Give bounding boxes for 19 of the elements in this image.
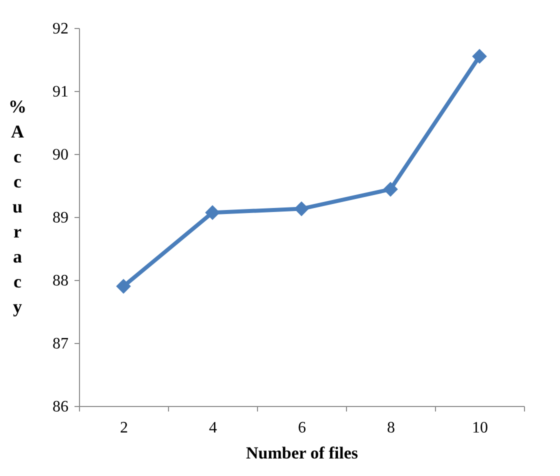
x-tick-label: 8 [387, 420, 395, 436]
point [294, 201, 309, 216]
y-tick-label: 88 [52, 272, 68, 290]
x-tick-label: 4 [209, 420, 217, 436]
y-tick-label: 90 [52, 146, 68, 164]
y-tick-label: 89 [52, 210, 68, 226]
y-tick-label: 91 [52, 84, 68, 100]
y-tick-label: 86 [52, 398, 68, 416]
x-tick-label: 6 [298, 420, 306, 436]
point [116, 278, 131, 294]
point [383, 182, 398, 197]
x-tick-label: 2 [120, 420, 128, 436]
text: % Accuracy [8, 96, 26, 316]
point [472, 48, 487, 64]
point [205, 205, 220, 220]
x-tick-label: 10 [472, 420, 488, 436]
y-tick-label: 92 [52, 20, 68, 38]
y-tick-label: 87 [52, 336, 68, 352]
x-axis-title: Number of files [246, 444, 358, 462]
